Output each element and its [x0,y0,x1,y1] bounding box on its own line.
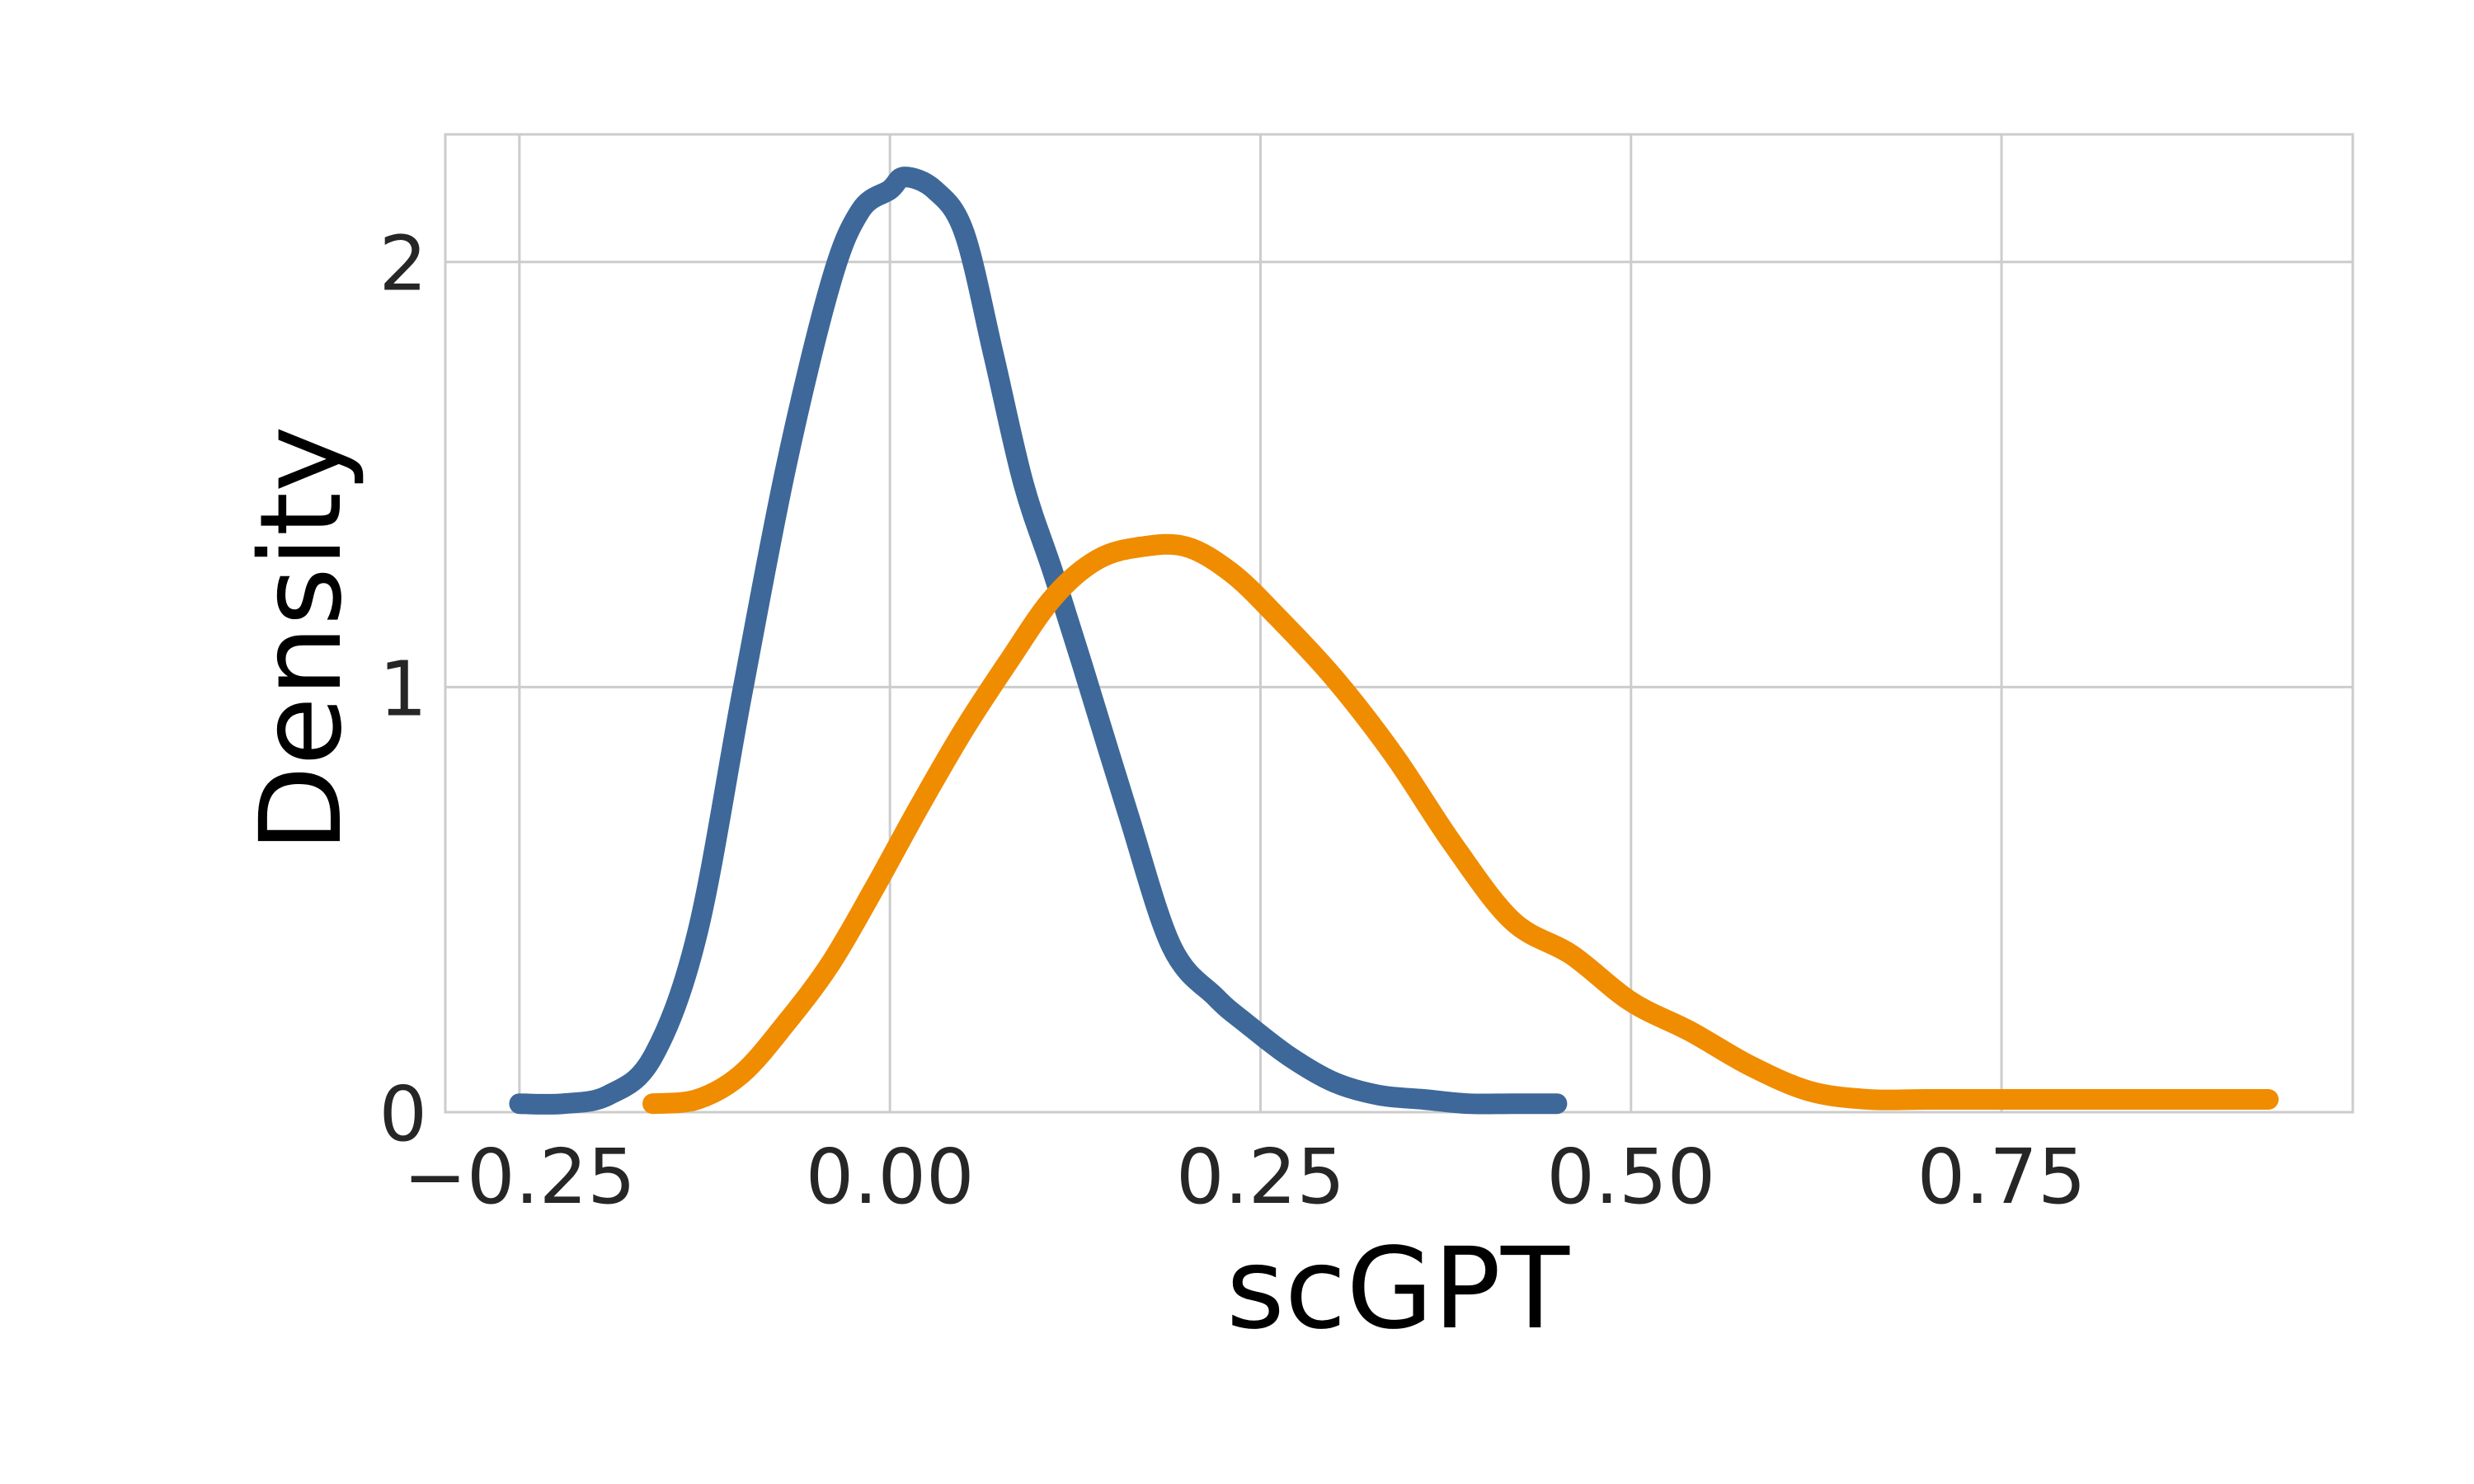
plot-area-frame [444,133,2354,1114]
x-tick-label: 0.75 [1917,1133,2086,1221]
x-tick-label: 0.00 [806,1133,975,1221]
y-tick-label: 2 [379,220,427,308]
series-layer [509,167,2279,1115]
y-tick-labels: 0 1 2 [379,220,427,1158]
density-curve-1 [509,167,1568,1115]
x-tick-label: −0.25 [403,1133,636,1221]
x-tick-label: 0.25 [1176,1133,1345,1221]
y-tick-label: 0 [379,1070,427,1158]
y-axis-title: Density [237,425,367,852]
y-tick-label: 1 [379,645,427,733]
x-axis-title: scGPT [1226,1224,1570,1355]
x-tick-labels: −0.25 0.00 0.25 0.50 0.75 [403,1133,2086,1221]
density-curve-2 [642,533,2279,1115]
x-tick-label: 0.50 [1546,1133,1715,1221]
